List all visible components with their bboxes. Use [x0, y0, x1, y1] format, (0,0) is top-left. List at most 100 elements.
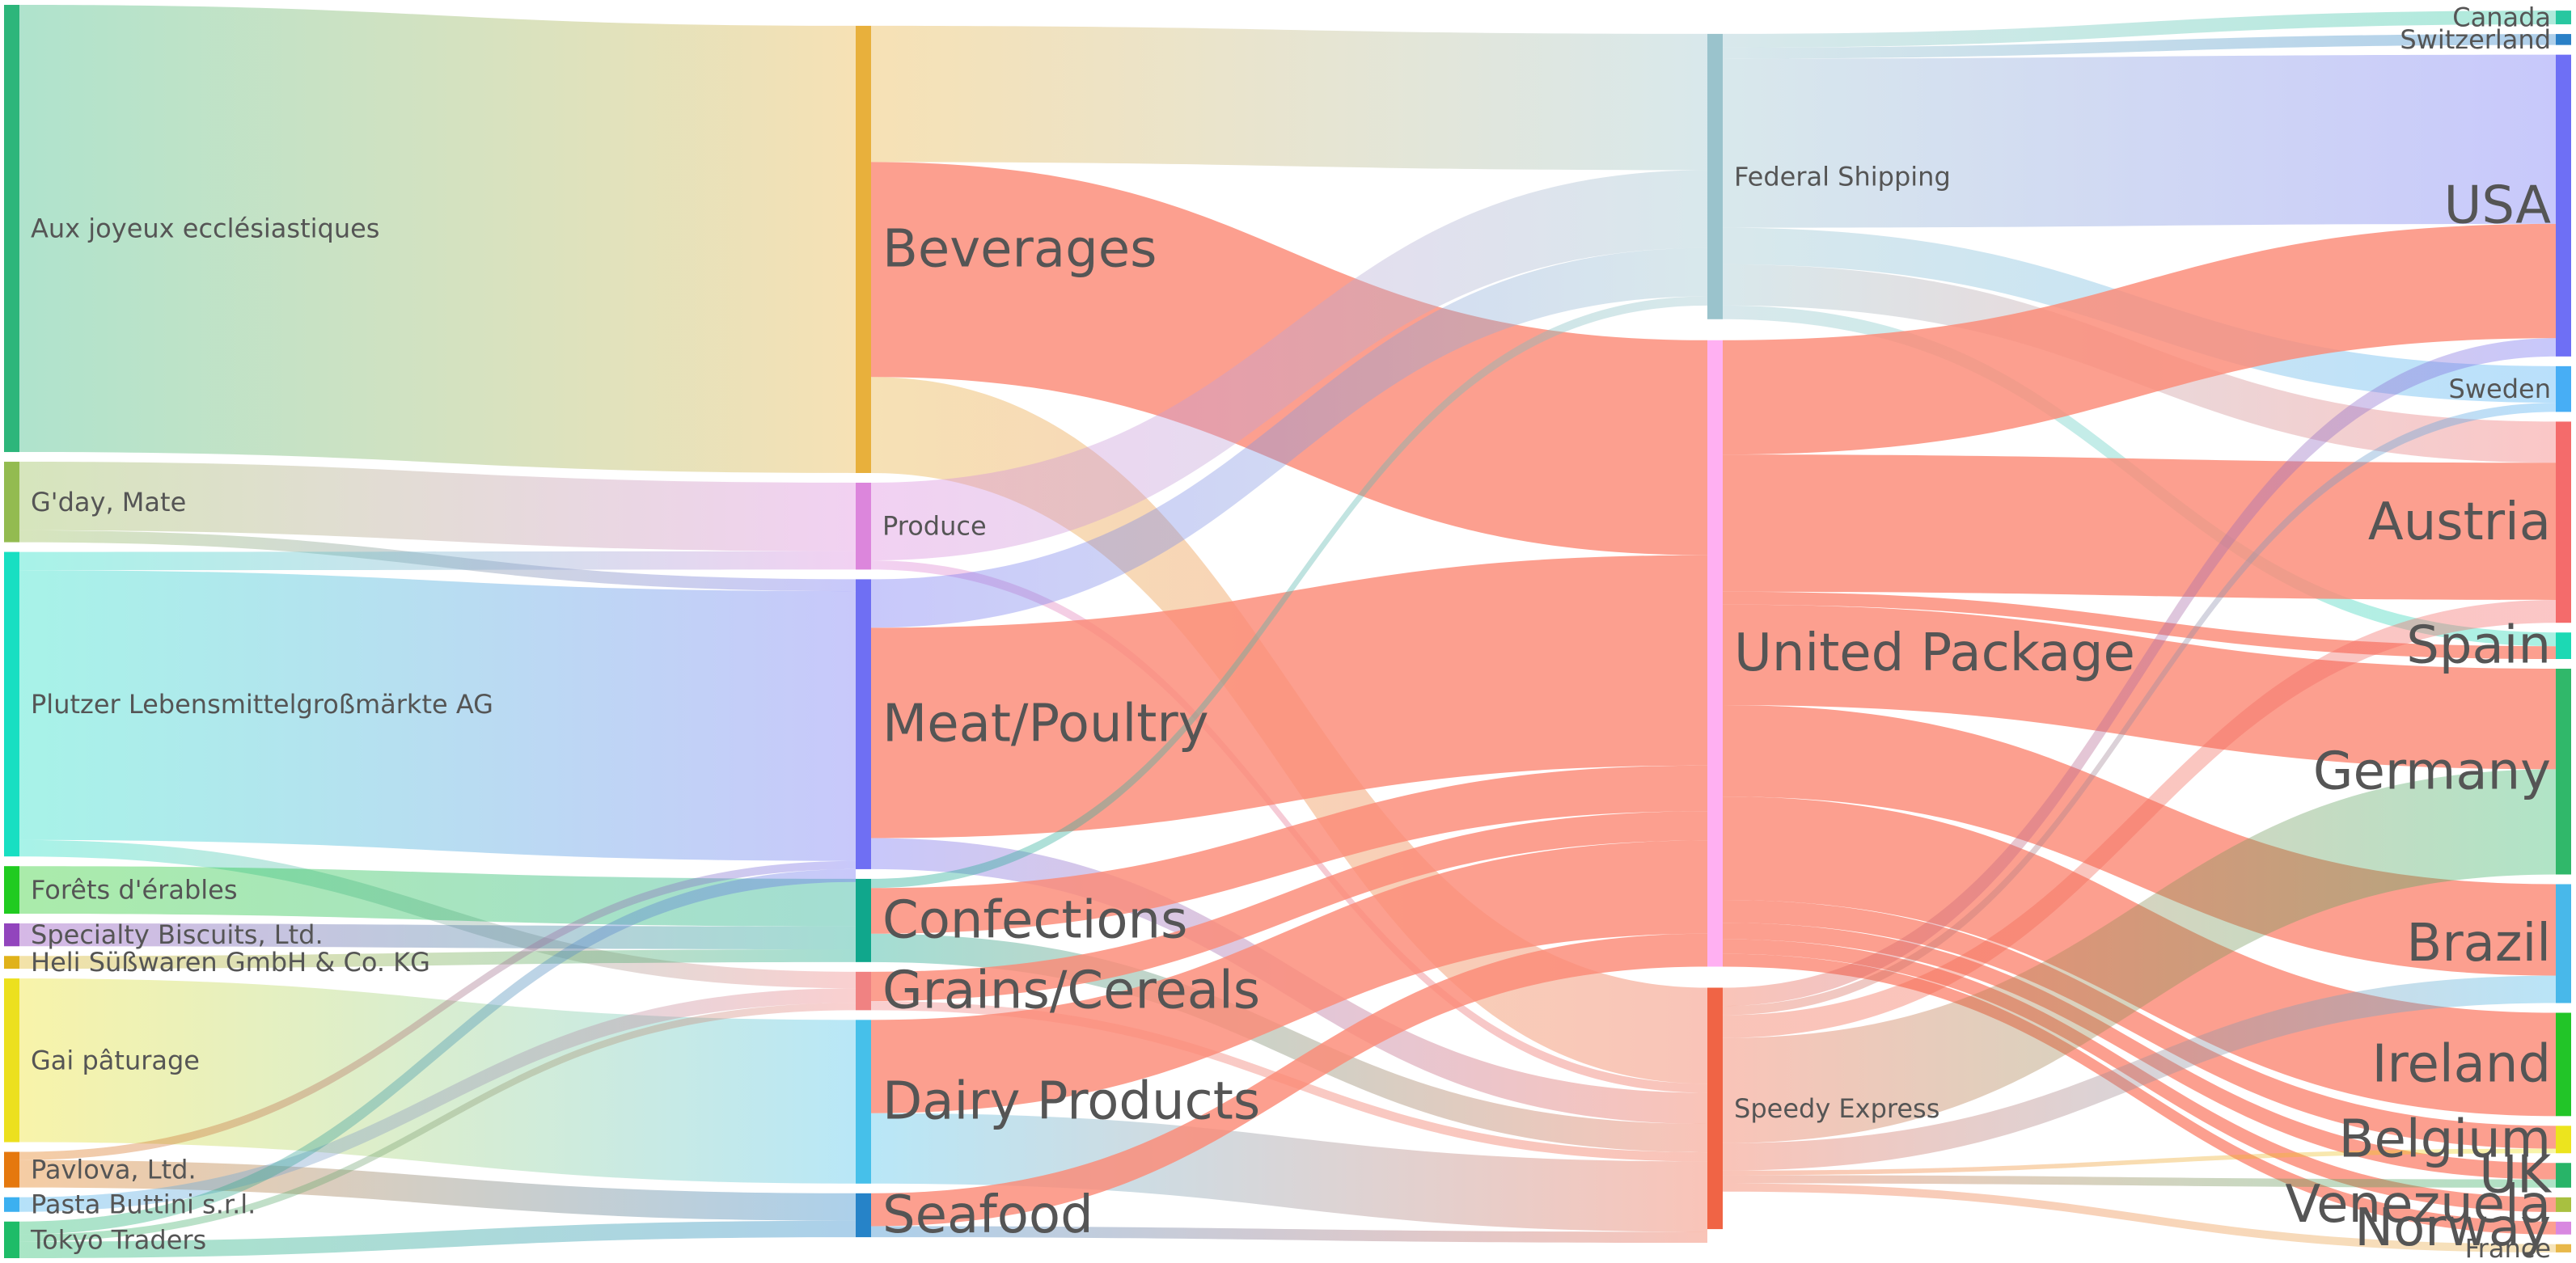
label-pavlova-ltd: Pavlova, Ltd. [31, 1155, 197, 1185]
label-forets-d-erables: Forêts d'érables [31, 875, 238, 906]
node-produce[interactable] [856, 482, 871, 570]
node-belgium[interactable] [2556, 1126, 2571, 1154]
node-gai-paturage[interactable] [4, 978, 19, 1143]
label-heli-su-waren-gmbh-co-kg: Heli Süßwaren GmbH & Co. KG [31, 947, 430, 978]
node-pavlova-ltd[interactable] [4, 1151, 19, 1188]
link-seafood-to-united-package[interactable] [871, 933, 1707, 1227]
label-uk: UK [2479, 1146, 2553, 1206]
link-pasta-buttini-s-r-l-to-grains-cereals[interactable] [19, 988, 856, 1212]
link-confections-to-federal-shipping[interactable] [871, 296, 1707, 889]
link-speedy-express-to-austria[interactable] [1723, 599, 2556, 1038]
node-aux-joyeux-ecclesiastiques[interactable] [4, 5, 19, 453]
link-plutzer-lebensmittelgro-markte-ag-to-produce[interactable] [19, 551, 856, 571]
node-heli-su-waren-gmbh-co-kg[interactable] [4, 956, 19, 969]
label-belgium: Belgium [2339, 1109, 2551, 1169]
link-dairy-products-to-united-package[interactable] [871, 840, 1707, 1113]
label-pasta-buttini-s-r-l: Pasta Buttini s.r.l. [31, 1189, 256, 1220]
link-specialty-biscuits-ltd-to-confections[interactable] [19, 923, 856, 950]
link-speedy-express-to-usa[interactable] [1723, 338, 2556, 1007]
node-venezuela[interactable] [2556, 1197, 2571, 1212]
label-switzerland: Switzerland [2400, 24, 2551, 55]
link-beverages-to-federal-shipping[interactable] [871, 25, 1707, 171]
link-federal-shipping-to-canada[interactable] [1723, 11, 2556, 48]
link-speedy-express-to-sweden[interactable] [1723, 403, 2556, 1016]
node-dairy-products[interactable] [856, 1020, 871, 1184]
node-plutzer-lebensmittelgro-markte-ag[interactable] [4, 551, 19, 857]
link-g-day-mate-to-produce[interactable] [19, 462, 856, 551]
link-united-package-to-germany[interactable] [1723, 604, 2556, 770]
link-dairy-products-to-speedy-express[interactable] [871, 1113, 1707, 1232]
link-meat-poultry-to-federal-shipping[interactable] [871, 247, 1707, 628]
link-pavlova-ltd-to-meat-poultry[interactable] [19, 860, 856, 1160]
link-produce-to-speedy-express[interactable] [871, 560, 1707, 1093]
link-federal-shipping-to-usa[interactable] [1723, 54, 2556, 228]
node-confections[interactable] [856, 878, 871, 962]
label-grains-cereals: Grains/Cereals [882, 961, 1260, 1021]
node-france[interactable] [2556, 1244, 2571, 1252]
node-uk[interactable] [2556, 1163, 2571, 1188]
link-tokyo-traders-to-grains-cereals[interactable] [19, 1003, 856, 1242]
node-meat-poultry[interactable] [856, 579, 871, 869]
node-canada[interactable] [2556, 11, 2571, 25]
label-sweden: Sweden [2449, 374, 2551, 404]
node-grains-cereals[interactable] [856, 971, 871, 1011]
node-germany[interactable] [2556, 669, 2571, 875]
node-brazil[interactable] [2556, 884, 2571, 1003]
label-germany: Germany [2313, 741, 2551, 801]
link-united-package-to-belgium[interactable] [1723, 899, 2556, 1149]
node-forets-d-erables[interactable] [4, 866, 19, 915]
link-united-package-to-spain[interactable] [1723, 591, 2556, 660]
link-produce-to-federal-shipping[interactable] [871, 170, 1707, 561]
node-sweden[interactable] [2556, 365, 2571, 412]
link-united-package-to-uk[interactable] [1723, 923, 2556, 1180]
link-united-package-to-austria[interactable] [1723, 454, 2556, 600]
node-beverages[interactable] [856, 25, 871, 473]
node-switzerland[interactable] [2556, 34, 2571, 45]
link-united-package-to-norway[interactable] [1723, 953, 2556, 1235]
node-ireland[interactable] [2556, 1012, 2571, 1117]
node-united-package[interactable] [1707, 340, 1723, 967]
label-g-day-mate: G'day, Mate [31, 487, 186, 517]
link-meat-poultry-to-united-package[interactable] [871, 555, 1707, 838]
node-speedy-express[interactable] [1707, 987, 1723, 1230]
label-beverages: Beverages [882, 219, 1157, 279]
link-seafood-to-speedy-express[interactable] [871, 1226, 1707, 1244]
label-produce: Produce [882, 511, 987, 542]
node-seafood[interactable] [856, 1193, 871, 1238]
link-federal-shipping-to-switzerland[interactable] [1723, 34, 2556, 59]
labels-layer: Aux joyeux ecclésiastiques G'day, Mate Plu… [30, 2, 2553, 1263]
label-france: France [2465, 1233, 2551, 1263]
links-layer [19, 5, 2556, 1258]
label-aux-joyeux-ecclesiastiques: Aux joyeux ecclésiastiques [31, 213, 379, 244]
link-tokyo-traders-to-seafood[interactable] [19, 1220, 856, 1258]
node-pasta-buttini-s-r-l[interactable] [4, 1197, 19, 1212]
node-austria[interactable] [2556, 421, 2571, 623]
link-speedy-express-to-brazil[interactable] [1723, 975, 2556, 1171]
link-plutzer-lebensmittelgro-markte-ag-to-meat-poultry[interactable] [19, 570, 856, 861]
link-heli-su-waren-gmbh-co-kg-to-confections[interactable] [19, 949, 856, 969]
label-plutzer-lebensmittelgro-markte-ag: Plutzer Lebensmittelgroßmärkte AG [31, 689, 493, 720]
node-tokyo-traders[interactable] [4, 1221, 19, 1258]
link-speedy-express-to-germany[interactable] [1723, 769, 2556, 1143]
link-speedy-express-to-france[interactable] [1723, 1183, 2556, 1252]
node-spain[interactable] [2556, 632, 2571, 660]
node-g-day-mate[interactable] [4, 462, 19, 543]
link-grains-cereals-to-united-package[interactable] [871, 811, 1707, 1002]
link-aux-joyeux-ecclesiastiques-to-beverages[interactable] [19, 5, 856, 473]
label-gai-paturage: Gai pâturage [31, 1045, 200, 1075]
link-united-package-to-usa[interactable] [1723, 223, 2556, 455]
link-confections-to-speedy-express[interactable] [871, 933, 1707, 1153]
link-confections-to-united-package[interactable] [871, 765, 1707, 934]
label-ireland: Ireland [2372, 1034, 2551, 1094]
link-tokyo-traders-to-meat-poultry[interactable] [19, 868, 856, 1235]
node-norway[interactable] [2556, 1221, 2571, 1235]
link-speedy-express-to-uk[interactable] [1723, 1175, 2556, 1188]
label-tokyo-traders: Tokyo Traders [30, 1224, 206, 1255]
link-speedy-express-to-belgium[interactable] [1723, 1148, 2556, 1176]
node-federal-shipping[interactable] [1707, 33, 1723, 319]
label-confections: Confections [882, 890, 1187, 950]
link-united-package-to-brazil[interactable] [1723, 705, 2556, 976]
node-usa[interactable] [2556, 54, 2571, 357]
node-specialty-biscuits-ltd[interactable] [4, 923, 19, 947]
